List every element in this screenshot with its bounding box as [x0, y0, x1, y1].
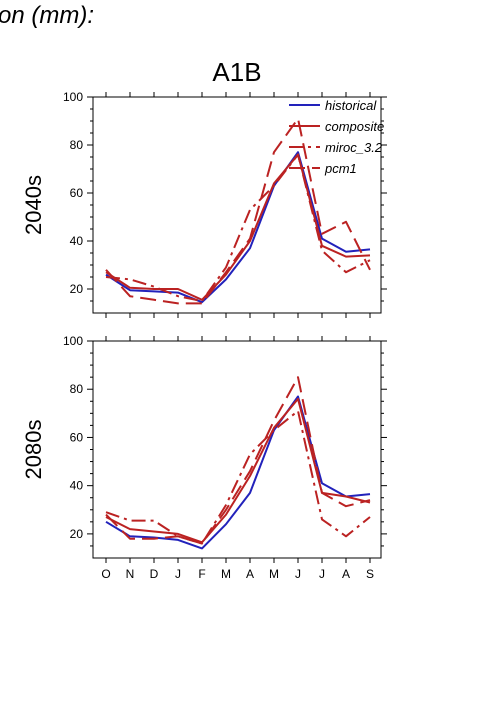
y-tick-label: 40 [70, 234, 84, 248]
y-tick-label: 60 [70, 430, 84, 444]
y-tick-label: 80 [70, 138, 84, 152]
y-tick-label: 100 [63, 334, 83, 348]
series-line-historical-2040s [105, 151, 371, 304]
series-line-miroc_3.2-2080s [105, 409, 371, 545]
x-tick-label: D [150, 567, 159, 581]
series-line-miroc_3.2-2040s [105, 153, 371, 302]
y-tick-label: 20 [70, 527, 84, 541]
x-tick-label: O [101, 567, 110, 581]
legend-label-pcm1: pcm1 [324, 161, 357, 176]
x-tick-label: J [295, 567, 301, 581]
plot-frame-2080s [92, 340, 382, 559]
x-tick-label: J [175, 567, 181, 581]
y-tick-label: 60 [70, 186, 84, 200]
series-line-pcm1-2040s [105, 117, 371, 305]
y-tick-label: 40 [70, 479, 84, 493]
x-tick-label: N [126, 567, 135, 581]
series-line-pcm1-2080s [105, 376, 371, 545]
chart-title: A1B [212, 57, 261, 87]
x-tick-label: M [221, 567, 231, 581]
row-label-2080s: 2080s [21, 420, 46, 480]
x-tick-label: J [319, 567, 325, 581]
x-tick-label: F [198, 567, 205, 581]
y-tick-label: 20 [70, 282, 84, 296]
series-line-composite-2080s [105, 397, 371, 544]
x-tick-label: A [246, 567, 254, 581]
x-tick-label: S [366, 567, 374, 581]
header-title: tion (mm): [0, 2, 94, 29]
y-tick-label: 80 [70, 382, 84, 396]
x-tick-label: A [342, 567, 350, 581]
legend-label-historical: historical [325, 98, 377, 113]
series-line-composite-2040s [105, 153, 371, 301]
x-tick-label: M [269, 567, 279, 581]
legend-label-composite: composite [325, 119, 384, 134]
row-label-2040s: 2040s [21, 175, 46, 235]
series-line-historical-2080s [105, 395, 371, 550]
y-tick-label: 100 [63, 90, 83, 104]
legend-label-miroc_3.2: miroc_3.2 [325, 140, 383, 155]
